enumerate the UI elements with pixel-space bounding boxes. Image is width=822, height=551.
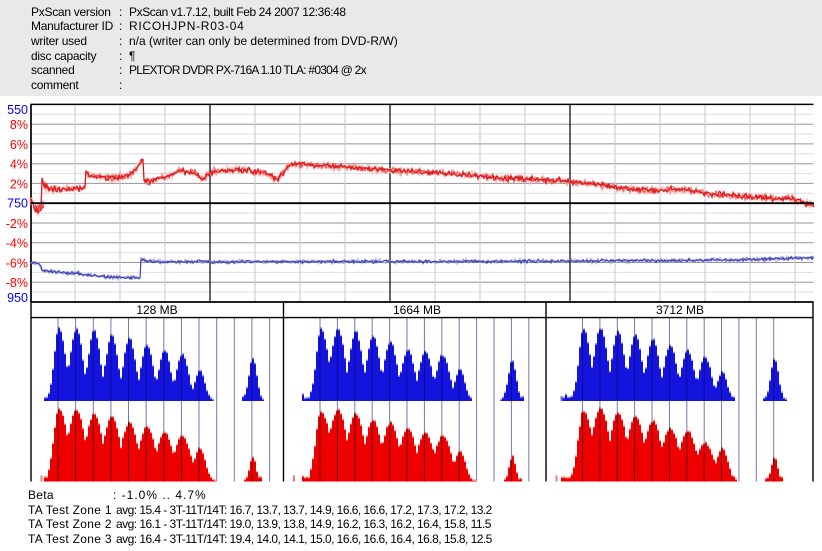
svg-text:550: 550	[7, 103, 28, 117]
svg-text:128 MB: 128 MB	[136, 303, 177, 317]
svg-text:-4%: -4%	[6, 237, 28, 251]
svg-text:750: 750	[7, 196, 28, 210]
svg-text:8%: 8%	[10, 118, 28, 132]
svg-text:950: 950	[7, 291, 28, 305]
svg-text:-6%: -6%	[6, 257, 28, 271]
svg-text:6%: 6%	[10, 138, 28, 152]
svg-text:-8%: -8%	[6, 276, 28, 290]
svg-text:3712 MB: 3712 MB	[656, 303, 704, 317]
svg-text:1664 MB: 1664 MB	[393, 303, 441, 317]
svg-text:4%: 4%	[10, 158, 28, 172]
svg-text:-2%: -2%	[6, 217, 28, 231]
svg-text:2%: 2%	[10, 177, 28, 191]
